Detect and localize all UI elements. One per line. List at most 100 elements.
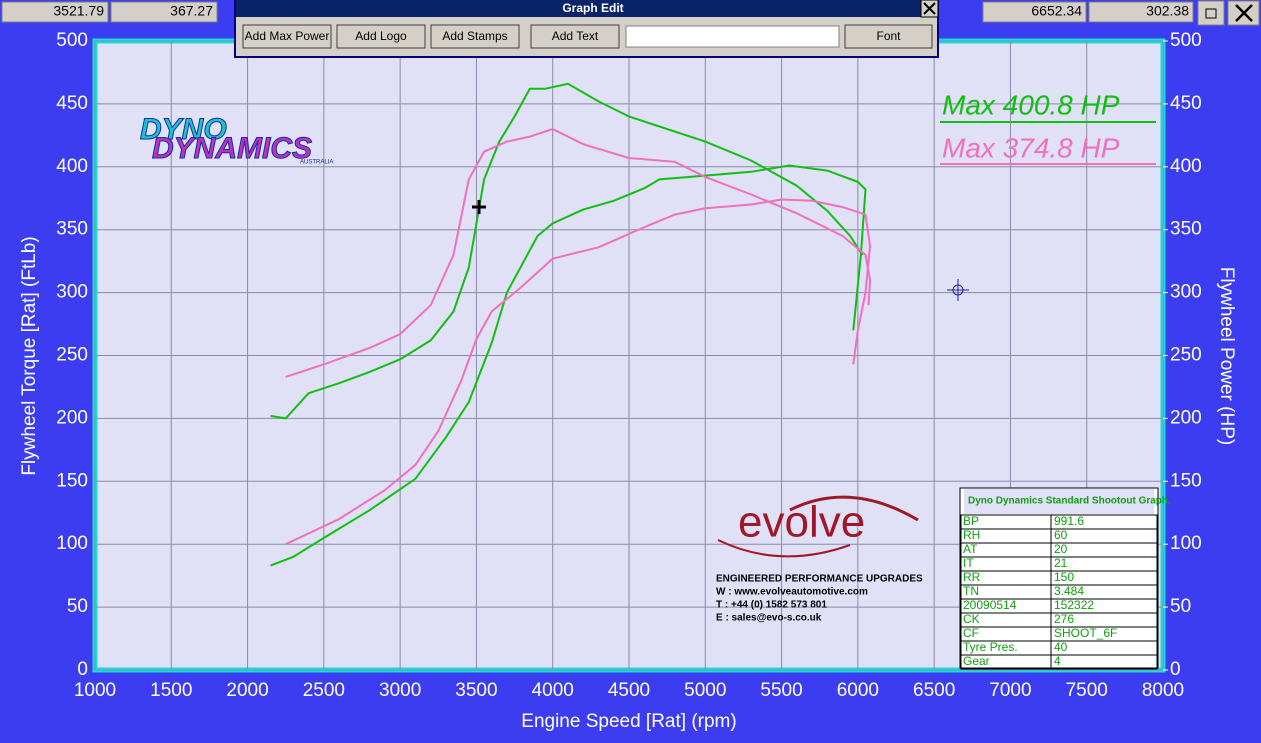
x-tick-label: 2000 [226, 680, 268, 701]
max-label: Max 374.8 HP [942, 132, 1120, 163]
y-tick-label: 400 [56, 156, 88, 177]
evolve-contact: T : +44 (0) 1582 573 801 [716, 600, 827, 611]
y2-tick-label: 450 [1170, 93, 1202, 114]
info-cell: 991.6 [1054, 514, 1084, 528]
restore-icon [1205, 8, 1217, 19]
info-title-bg [964, 489, 1154, 514]
readout: 6652.34 [1031, 3, 1082, 19]
evolve-contact: E : sales@evo-s.co.uk [716, 613, 822, 624]
info-cell: SHOOT_6F [1054, 626, 1117, 640]
x-tick-label: 7500 [1066, 680, 1108, 701]
logo-text: DYNAMICS [152, 132, 312, 165]
x-tick-label: 7000 [989, 680, 1031, 701]
data-line [285, 128, 872, 378]
x-tick-label: 3000 [379, 680, 421, 701]
info-cell: 4 [1054, 654, 1061, 668]
x-tick-label: 8000 [1142, 680, 1184, 701]
y-tick-label: 250 [56, 345, 88, 366]
dialog-titlebar [236, 0, 921, 17]
info-cell: TN [963, 584, 979, 598]
button-label: Font [876, 29, 901, 43]
info-cell: 150 [1054, 570, 1074, 584]
restore-button[interactable] [1197, 0, 1225, 26]
x-tick-label: 6000 [837, 680, 879, 701]
button-label: Add Logo [355, 29, 407, 43]
x-tick-label: 1000 [74, 680, 116, 701]
x-tick-label: 3500 [455, 680, 497, 701]
x-tick-label: 6500 [913, 680, 955, 701]
y-tick-label: 0 [77, 659, 88, 680]
max-label: Max 400.8 HP [942, 89, 1120, 120]
y2-tick-label: 300 [1170, 282, 1202, 303]
x-tick-label: 5000 [684, 680, 726, 701]
evolve-swoosh [789, 495, 919, 522]
readout-box [982, 1, 1087, 23]
y-tick-label: 100 [56, 533, 88, 554]
info-cell: Gear [963, 654, 990, 668]
dialog-button[interactable] [530, 24, 620, 49]
logo-sub: AUSTRALIA [300, 160, 333, 166]
x-axis-title: Engine Speed [Rat] (rpm) [521, 711, 736, 732]
data-line [270, 164, 867, 567]
readout-box [110, 1, 218, 23]
info-row [960, 654, 1158, 670]
x-tick-label: 4000 [532, 680, 574, 701]
logo-text: DYNO [140, 113, 227, 146]
info-cell: IT [963, 556, 974, 570]
dialog-close-icon [923, 2, 936, 15]
y2-tick-label: 500 [1170, 30, 1202, 51]
y2-tick-label: 250 [1170, 345, 1202, 366]
info-cell: BP [963, 514, 979, 528]
evolve-swoosh [717, 539, 851, 558]
crosshair-ring [952, 284, 964, 296]
readout: 302.38 [1146, 3, 1189, 19]
button-label: Add Max Power [245, 29, 330, 43]
dialog-button[interactable] [242, 24, 332, 49]
button-label: Add Text [552, 29, 599, 43]
dialog-button[interactable] [844, 24, 933, 49]
x-tick-label: 5500 [760, 680, 802, 701]
y2-tick-label: 400 [1170, 156, 1202, 177]
y-axis-title: Flywheel Torque [Rat] (FtLb) [19, 236, 40, 475]
info-cell: CF [963, 626, 979, 640]
dialog-title: Graph Edit [562, 1, 623, 15]
y-tick-label: 500 [56, 30, 88, 51]
y-tick-label: 200 [56, 407, 88, 428]
y2-tick-label: 150 [1170, 470, 1202, 491]
info-cell: AT [963, 542, 978, 556]
y-tick-label: 300 [56, 282, 88, 303]
info-cell: 40 [1054, 640, 1068, 654]
y-tick-label: 150 [56, 470, 88, 491]
dialog-button[interactable] [336, 24, 426, 49]
info-cell: RR [963, 570, 981, 584]
info-cell: 21 [1054, 556, 1068, 570]
x-tick-label: 4500 [608, 680, 650, 701]
y-tick-label: 50 [67, 596, 88, 617]
info-cell: 20090514 [963, 598, 1017, 612]
y2-axis-title: Flywheel Power (HP) [1216, 267, 1237, 445]
readout-box [1088, 1, 1194, 23]
info-cell: 20 [1054, 542, 1068, 556]
data-line [270, 82, 864, 420]
y2-tick-label: 0 [1170, 659, 1181, 680]
button-label: Add Stamps [442, 29, 507, 43]
data-line [285, 198, 872, 546]
readout: 367.27 [170, 3, 213, 19]
y2-tick-label: 50 [1170, 596, 1191, 617]
dialog-button[interactable] [430, 24, 520, 49]
y2-tick-label: 100 [1170, 533, 1202, 554]
crosshair [947, 279, 969, 301]
readout: 3521.79 [53, 3, 104, 19]
y2-tick-label: 350 [1170, 219, 1202, 240]
info-cell: Tyre Pres. [963, 640, 1018, 654]
info-cell: CK [963, 612, 980, 626]
info-cell: 152322 [1054, 598, 1094, 612]
y-tick-label: 450 [56, 93, 88, 114]
evolve-contact: W : www.evolveautomotive.com [716, 587, 868, 598]
text-input[interactable] [625, 25, 840, 48]
x-tick-label: 2500 [303, 680, 345, 701]
cursor-crosshair [472, 200, 486, 214]
y-tick-label: 350 [56, 219, 88, 240]
evolve-logo: evolve [738, 498, 865, 547]
